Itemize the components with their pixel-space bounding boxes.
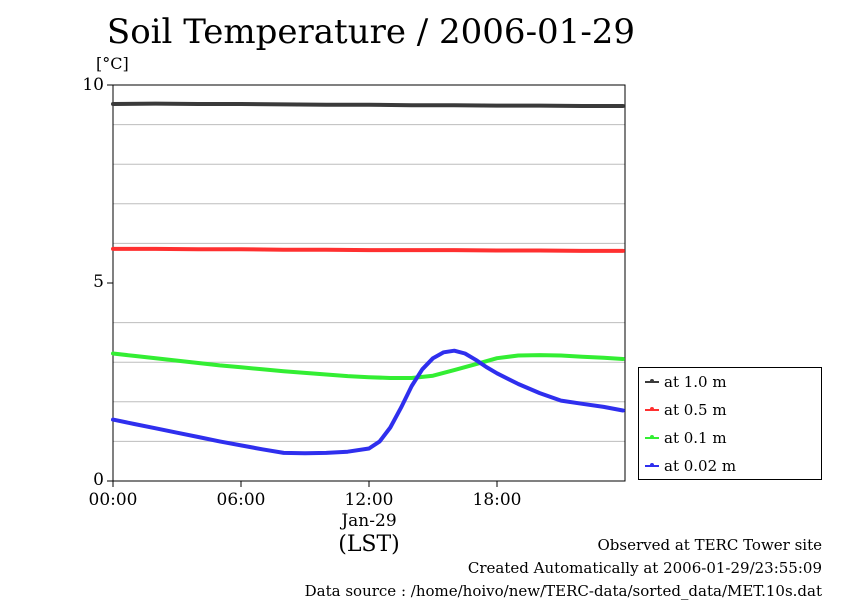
- legend-label: at 0.1 m: [664, 429, 727, 447]
- legend-item-0-5m: at 0.5 m: [645, 400, 727, 420]
- y-tick-label-0: 0: [93, 470, 104, 490]
- legend-item-0-1m: at 0.1 m: [645, 428, 727, 448]
- footer-observed: Observed at TERC Tower site: [597, 536, 822, 554]
- series-line-at-1-0-m: [111, 101, 625, 108]
- footer-source: Data source : /home/hoivo/new/TERC-data/…: [304, 582, 822, 600]
- x-tick-label-1200: 12:00: [344, 490, 394, 510]
- x-axis-label: (LST): [338, 532, 400, 557]
- legend-swatch: [645, 407, 659, 411]
- footer-created: Created Automatically at 2006-01-29/23:5…: [467, 559, 822, 577]
- x-tick-label-1800: 18:00: [472, 490, 522, 510]
- x-date-label: Jan-29: [341, 511, 397, 531]
- series-line-at-0-5-m: [111, 246, 625, 253]
- y-axis-unit: [°C]: [96, 54, 129, 73]
- legend-item-0-02m: at 0.02 m: [645, 456, 736, 476]
- series-line-at-0-02-m: [111, 348, 625, 456]
- series-line-at-0-1-m: [111, 351, 625, 380]
- chart-title: Soil Temperature / 2006-01-29: [106, 12, 636, 52]
- x-tick-label-0600: 06:00: [216, 490, 266, 510]
- legend-label: at 0.02 m: [664, 457, 737, 475]
- legend-item-1-0m: at 1.0 m: [645, 372, 727, 392]
- plot-frame: [112, 84, 626, 482]
- legend-swatch: [645, 463, 659, 467]
- y-tick-label-10: 10: [82, 75, 104, 95]
- legend-swatch: [645, 379, 659, 383]
- legend: at 1.0 m at 0.5 m at 0.1 m at 0.02 m: [638, 367, 822, 480]
- legend-swatch: [645, 435, 659, 439]
- y-tick-label-5: 5: [93, 272, 104, 292]
- legend-label: at 0.5 m: [664, 401, 727, 419]
- legend-label: at 1.0 m: [664, 373, 727, 391]
- x-tick-label-0000: 00:00: [88, 490, 138, 510]
